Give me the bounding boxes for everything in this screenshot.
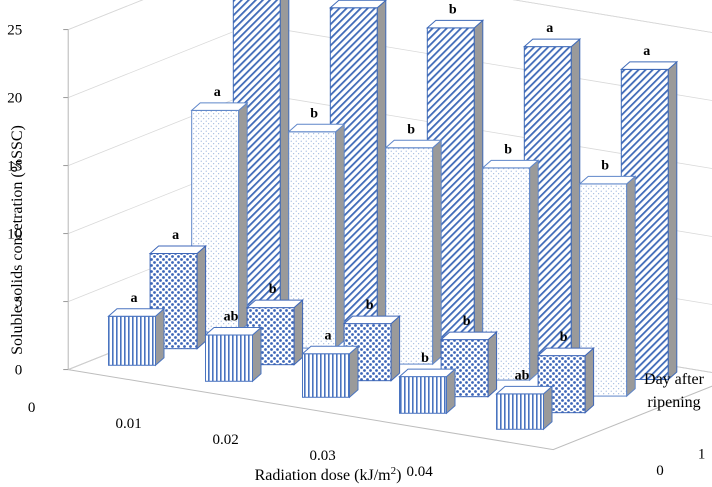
depth-axis-title-line-2: ripening [647,394,700,411]
bar-front [205,334,253,382]
bar-side [432,139,442,366]
bar-side [473,19,484,349]
bar-top [190,102,249,111]
bar-top [204,327,263,336]
significance-letter: a [325,328,332,343]
bar-3-0.02: b [384,122,443,366]
bar-side [335,123,345,350]
significance-letter: a [214,85,221,100]
bar-side [238,101,248,334]
significance-letter: a [172,228,179,243]
y-tick-label: 10 [7,227,22,243]
bar-0-0.04: ab [495,368,554,431]
significance-letter: a [546,21,553,36]
bar-side [376,0,387,333]
bar-side [279,0,290,317]
bar-side [390,314,401,382]
bar-0-0.01: ab [204,310,263,383]
bar-side [570,37,581,365]
bar-1-0: a [148,228,207,350]
significance-letter: b [504,142,512,157]
bar-top [495,385,554,395]
bar-top [342,315,401,325]
significance-letter: b [421,351,429,366]
bar-side [487,330,498,398]
x-tick-label: 0.04 [407,464,434,480]
bar-top [398,368,457,378]
significance-letter: b [449,2,457,17]
bar-side [667,60,678,381]
bar-top [578,175,637,185]
depth-axis-title-line-1: Day after [644,371,705,388]
depth-tick-label: 0 [656,463,664,479]
bar-side [529,159,539,382]
significance-letter: b [463,314,471,329]
bar-front [302,353,350,398]
bar-0-0.02: a [301,328,360,399]
y-tick-label: 5 [15,295,23,311]
x-axis: 0 0.01 0.02 0.03 0.04 [28,400,433,480]
bar-top [481,159,540,169]
x-tick-label: 0.03 [310,448,336,464]
x-axis-title: Radiation dose (kJ/m2) [255,465,402,484]
y-tick-label: 20 [7,91,22,107]
gridline [68,24,712,101]
bar-side [155,307,165,367]
y-tick-label: 0 [15,363,23,379]
gridline [68,0,712,33]
bar-top [522,38,582,48]
bar-top [439,331,498,341]
bar-top [301,345,360,355]
bar-front [108,315,156,366]
significance-letter: a [131,291,138,306]
bar-top [536,347,595,357]
bar-3-0.04: b [578,158,637,398]
significance-letter: b [407,122,415,137]
y-tick-label: 25 [7,23,22,39]
significance-letter: b [601,158,609,173]
y-axis: 0 5 10 15 20 25 [7,23,69,379]
x-tick-label: 0.01 [116,416,142,432]
bar-side [252,326,262,383]
significance-letter: ab [224,310,239,325]
bar-1-0.04: b [536,330,595,414]
depth-tick-label: 1 [698,447,706,463]
bar-top [384,139,443,149]
bars: aabaaabbbbabbbbaababab [107,0,679,431]
bar-0-0.03: b [398,351,457,415]
bar-top [425,19,485,29]
bar-top [245,299,304,309]
x-tick-label: 0.02 [213,432,239,448]
significance-letter: b [269,282,277,297]
y-axis-title: Soluble solids concetration (%SSC) [9,125,26,355]
bar-side [196,244,207,350]
y-tick-label: 15 [7,159,22,175]
bar-top [287,123,346,133]
bar-side [584,346,595,414]
bar-front [399,376,447,414]
bar-top [619,61,679,70]
bar-side [293,298,304,366]
bar-side [349,345,359,399]
depth-axis: 0135 [656,447,706,480]
bar-1-0.01: b [245,282,304,366]
bar-top [328,0,387,9]
significance-letter: ab [515,368,530,383]
bar-side [626,175,636,398]
bar-top [148,245,207,254]
significance-letter: b [310,106,318,121]
x-tick-label: 0 [28,400,36,416]
significance-letter: b [366,298,374,313]
bar-0-0: a [107,291,166,367]
bar-top [107,308,166,317]
significance-letter: a [643,44,650,59]
bar-front [496,393,544,430]
bar-3-0: a [190,85,249,334]
significance-letter: b [560,330,568,345]
